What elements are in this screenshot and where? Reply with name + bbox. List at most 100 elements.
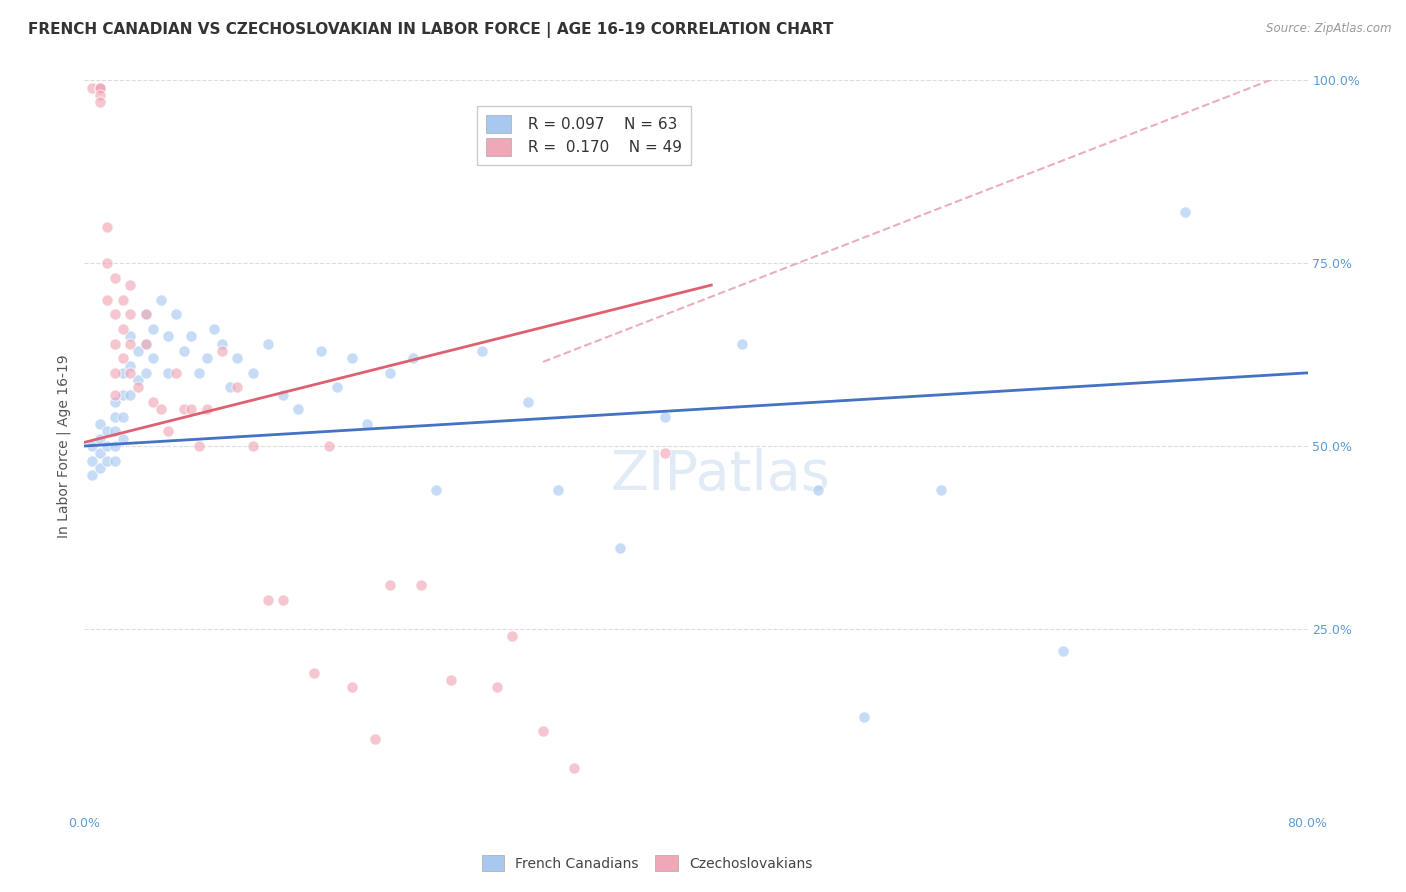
- Point: [302, 665, 325, 680]
- Point: [111, 322, 134, 336]
- Point: [127, 373, 149, 387]
- Point: [96, 453, 118, 467]
- Point: [104, 439, 127, 453]
- Point: [89, 417, 111, 431]
- Point: [380, 578, 402, 592]
- Point: [180, 329, 202, 343]
- Point: [180, 402, 202, 417]
- Point: [516, 395, 538, 409]
- Point: [218, 380, 240, 394]
- Point: [120, 307, 142, 321]
- Point: [111, 293, 134, 307]
- Point: [654, 446, 676, 460]
- Point: [807, 483, 830, 497]
- Point: [311, 343, 333, 358]
- Point: [96, 439, 118, 453]
- Point: [547, 483, 569, 497]
- Point: [89, 80, 111, 95]
- Point: [96, 293, 118, 307]
- Y-axis label: In Labor Force | Age 16-19: In Labor Force | Age 16-19: [56, 354, 72, 538]
- Point: [104, 409, 127, 424]
- Point: [157, 425, 180, 439]
- Point: [287, 402, 309, 417]
- Text: Source: ZipAtlas.com: Source: ZipAtlas.com: [1267, 22, 1392, 36]
- Point: [120, 366, 142, 380]
- Point: [409, 578, 432, 592]
- Point: [380, 366, 402, 380]
- Point: [80, 80, 103, 95]
- Point: [80, 439, 103, 453]
- Text: FRENCH CANADIAN VS CZECHOSLOVAKIAN IN LABOR FORCE | AGE 16-19 CORRELATION CHART: FRENCH CANADIAN VS CZECHOSLOVAKIAN IN LA…: [28, 22, 834, 38]
- Point: [104, 388, 127, 402]
- Point: [188, 366, 211, 380]
- Point: [104, 270, 127, 285]
- Point: [731, 336, 754, 351]
- Point: [853, 709, 876, 723]
- Point: [157, 366, 180, 380]
- Point: [531, 724, 554, 739]
- Point: [89, 80, 111, 95]
- Point: [195, 351, 218, 366]
- Point: [149, 402, 172, 417]
- Point: [120, 359, 142, 373]
- Legend: French Canadians, Czechoslovakians: French Canadians, Czechoslovakians: [475, 848, 820, 878]
- Point: [502, 629, 524, 643]
- Point: [80, 453, 103, 467]
- Point: [356, 417, 378, 431]
- Point: [1174, 205, 1197, 219]
- Point: [111, 388, 134, 402]
- Point: [325, 380, 347, 394]
- Point: [135, 307, 157, 321]
- Point: [89, 446, 111, 460]
- Point: [104, 336, 127, 351]
- Point: [120, 388, 142, 402]
- Point: [149, 293, 172, 307]
- Point: [104, 307, 127, 321]
- Text: ZIPatlas: ZIPatlas: [610, 449, 831, 502]
- Point: [318, 439, 340, 453]
- Point: [211, 343, 233, 358]
- Point: [89, 87, 111, 102]
- Point: [89, 80, 111, 95]
- Point: [609, 541, 631, 556]
- Point: [271, 592, 294, 607]
- Point: [211, 336, 233, 351]
- Point: [142, 351, 165, 366]
- Point: [562, 761, 585, 775]
- Point: [89, 432, 111, 446]
- Point: [80, 468, 103, 483]
- Point: [173, 402, 195, 417]
- Point: [440, 673, 463, 687]
- Point: [111, 366, 134, 380]
- Point: [654, 409, 676, 424]
- Point: [173, 343, 195, 358]
- Point: [226, 351, 249, 366]
- Point: [165, 366, 187, 380]
- Point: [104, 366, 127, 380]
- Point: [96, 256, 118, 270]
- Point: [1052, 644, 1074, 658]
- Point: [271, 388, 294, 402]
- Point: [111, 409, 134, 424]
- Point: [89, 461, 111, 475]
- Point: [257, 336, 280, 351]
- Point: [135, 307, 157, 321]
- Point: [425, 483, 447, 497]
- Point: [104, 425, 127, 439]
- Point: [340, 351, 363, 366]
- Point: [486, 681, 509, 695]
- Point: [157, 329, 180, 343]
- Point: [127, 343, 149, 358]
- Point: [96, 219, 118, 234]
- Point: [135, 336, 157, 351]
- Point: [188, 439, 211, 453]
- Point: [226, 380, 249, 394]
- Point: [364, 731, 387, 746]
- Point: [120, 278, 142, 293]
- Point: [135, 366, 157, 380]
- Point: [242, 366, 264, 380]
- Point: [402, 351, 425, 366]
- Point: [202, 322, 225, 336]
- Point: [89, 95, 111, 110]
- Point: [127, 380, 149, 394]
